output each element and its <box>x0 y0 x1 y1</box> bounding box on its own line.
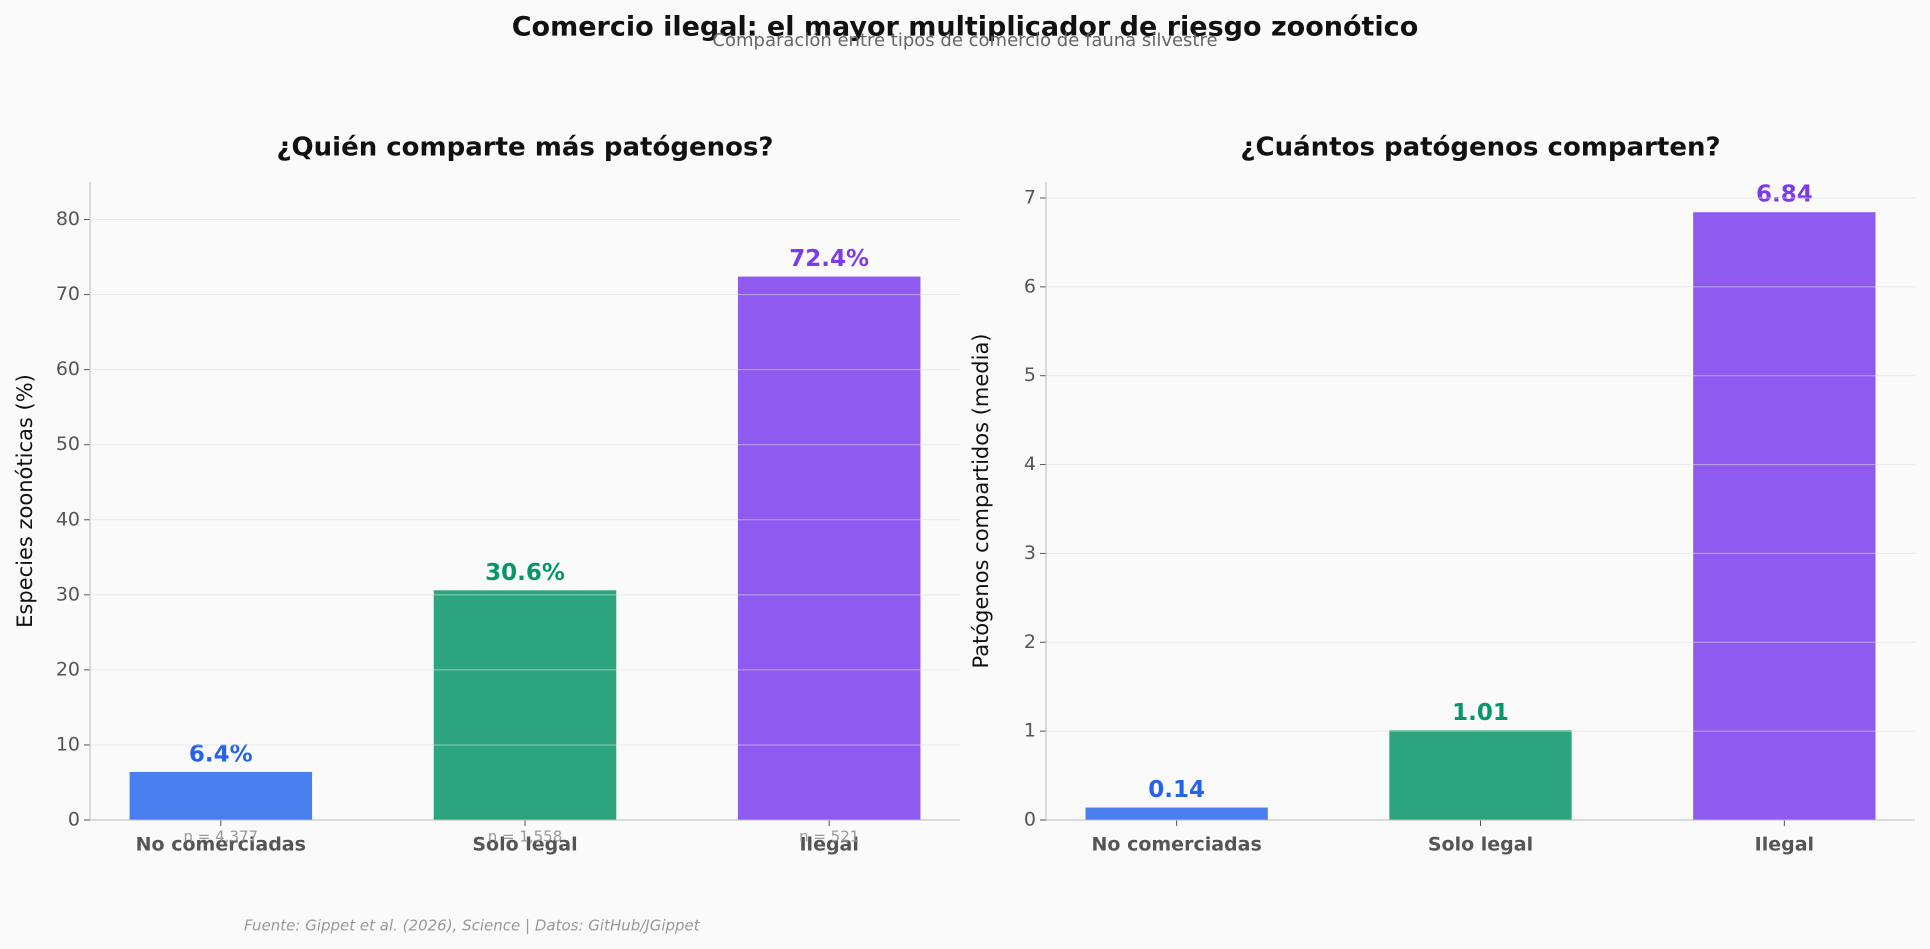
value-label: 30.6% <box>485 560 565 586</box>
bar <box>433 590 617 820</box>
bar <box>1389 730 1572 820</box>
source-note: Fuente: Gippet et al. (2026), Science | … <box>244 917 701 935</box>
y-tick-label: 30 <box>56 583 80 605</box>
bar <box>129 771 313 820</box>
sample-size: n = 521 <box>799 828 859 846</box>
figure-title: Comercio ilegal: el mayor multiplicador … <box>512 12 1419 43</box>
y-tick-label: 50 <box>56 433 80 455</box>
y-tick-label: 60 <box>56 358 80 380</box>
y-tick-label: 20 <box>56 658 80 680</box>
y-axis-label: Patógenos compartidos (media) <box>969 333 993 668</box>
y-tick-label: 0 <box>68 809 80 831</box>
bar <box>1085 807 1268 820</box>
y-axis-label: Especies zoonóticas (%) <box>13 374 37 628</box>
y-tick-label: 2 <box>1024 631 1036 653</box>
y-tick-label: 5 <box>1024 364 1036 386</box>
sample-size: n = 4,377 <box>184 828 259 846</box>
x-tick-label: Ilegal <box>1755 834 1814 856</box>
y-tick-label: 70 <box>56 283 80 305</box>
y-tick-label: 0 <box>1024 809 1036 831</box>
y-tick-label: 4 <box>1024 453 1036 475</box>
value-label: 6.4% <box>189 741 253 767</box>
x-tick-label: Solo legal <box>472 834 577 856</box>
subplot-title: ¿Cuántos patógenos comparten? <box>1240 133 1720 163</box>
value-label: 72.4% <box>789 246 869 272</box>
value-label: 6.84 <box>1756 182 1813 208</box>
y-tick-label: 1 <box>1024 720 1036 742</box>
sample-size: n = 1,558 <box>488 828 563 846</box>
y-tick-label: 10 <box>56 733 80 755</box>
value-label: 1.01 <box>1452 700 1509 726</box>
y-tick-label: 7 <box>1024 186 1036 208</box>
figure-subtitle: Comparación entre tipos de comercio de f… <box>712 30 1217 51</box>
bar <box>1693 212 1876 821</box>
x-tick-label: No comerciadas <box>136 834 306 856</box>
y-tick-label: 3 <box>1024 542 1036 564</box>
y-tick-label: 80 <box>56 208 80 230</box>
x-tick-label: No comerciadas <box>1092 834 1262 856</box>
subplot-title: ¿Quién comparte más patógenos? <box>276 133 773 163</box>
y-tick-label: 40 <box>56 508 80 530</box>
x-tick-label: Solo legal <box>1428 834 1533 856</box>
y-tick-label: 6 <box>1024 275 1036 297</box>
bar <box>737 276 921 821</box>
x-tick-label: Ilegal <box>799 834 858 856</box>
value-label: 0.14 <box>1148 777 1205 803</box>
